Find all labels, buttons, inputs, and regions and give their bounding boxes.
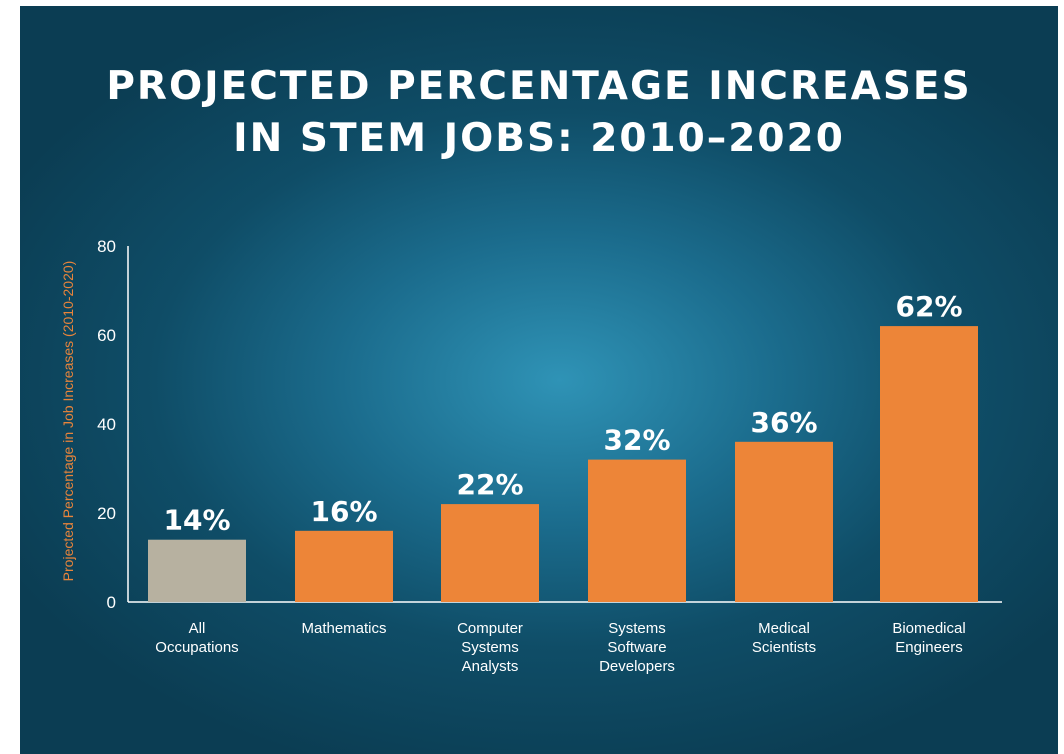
data-label: 36% bbox=[750, 406, 817, 439]
chart-title-line-1: PROJECTED PERCENTAGE INCREASES bbox=[106, 64, 972, 109]
category-label: All bbox=[189, 620, 206, 637]
category-label: Computer bbox=[457, 620, 523, 637]
bar bbox=[880, 326, 978, 602]
bar bbox=[588, 459, 686, 602]
category-label: Medical bbox=[758, 620, 810, 637]
chart-frame: PROJECTED PERCENTAGE INCREASES IN STEM J… bbox=[20, 6, 1058, 754]
category-label: Mathematics bbox=[301, 620, 386, 637]
data-label: 14% bbox=[163, 504, 230, 537]
category-label: Engineers bbox=[895, 639, 963, 656]
category-label: Biomedical bbox=[892, 620, 965, 637]
y-tick-label: 80 bbox=[97, 237, 116, 256]
data-label: 62% bbox=[895, 290, 962, 323]
category-label: Systems bbox=[461, 639, 519, 656]
chart-title-line-2: IN STEM JOBS: 2010–2020 bbox=[233, 116, 845, 161]
bar-chart: Projected Percentage in Job Increases (2… bbox=[60, 237, 1002, 675]
bar bbox=[441, 504, 539, 602]
y-axis-label: Projected Percentage in Job Increases (2… bbox=[60, 261, 76, 582]
category-label: Occupations bbox=[155, 639, 238, 656]
data-label: 22% bbox=[456, 468, 523, 501]
bar bbox=[148, 539, 246, 602]
data-label: 32% bbox=[603, 424, 670, 457]
category-label: Scientists bbox=[752, 639, 816, 656]
category-label: Developers bbox=[599, 658, 675, 675]
y-tick-label: 40 bbox=[97, 415, 116, 434]
y-tick-label: 60 bbox=[97, 326, 116, 345]
category-label: Systems bbox=[608, 620, 666, 637]
data-label: 16% bbox=[310, 495, 377, 528]
y-tick-label: 0 bbox=[107, 593, 116, 612]
bar bbox=[295, 530, 393, 602]
bar bbox=[735, 441, 833, 602]
y-tick-label: 20 bbox=[97, 504, 116, 523]
category-label: Analysts bbox=[462, 658, 519, 675]
category-label: Software bbox=[607, 639, 666, 656]
